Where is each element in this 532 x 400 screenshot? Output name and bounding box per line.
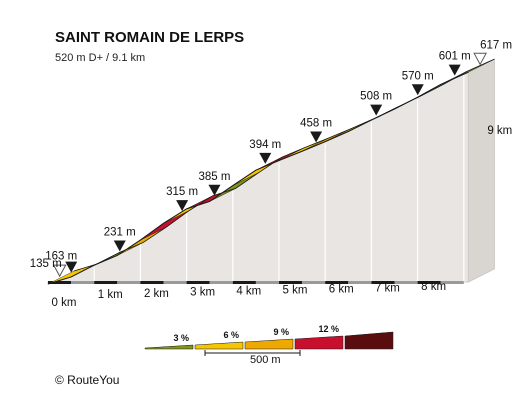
distance-tick-segment — [232, 281, 256, 284]
distance-tick-segment — [94, 281, 118, 284]
elevation-label: 163 m — [45, 251, 77, 263]
km-tick-label: 2 km — [144, 288, 169, 300]
profile-layer — [47, 58, 495, 285]
legend-swatch — [344, 331, 394, 350]
waypoint-marker — [113, 240, 126, 252]
waypoint-marker — [208, 184, 221, 196]
distance-tick-segment — [117, 281, 141, 284]
elevation-label: 385 m — [198, 171, 230, 183]
elevation-label: 458 m — [300, 117, 332, 129]
distance-tick-segment — [371, 281, 395, 284]
waypoint-marker — [65, 261, 78, 273]
distance-tick-segment — [394, 281, 418, 284]
distance-tick-segment — [163, 281, 187, 284]
distance-tick-segment — [71, 281, 95, 284]
km-tick-label: 1 km — [98, 289, 123, 301]
km-tick-label: 4 km — [236, 286, 261, 298]
distance-tick-segment — [48, 281, 72, 284]
scale-label: 500 m — [250, 354, 281, 366]
distance-tick-segment — [140, 281, 164, 284]
km-tick-label: 5 km — [283, 285, 308, 297]
copyright-text: © RouteYou — [55, 373, 119, 387]
distance-tick-segment — [348, 281, 372, 284]
profile-end-cap — [467, 58, 495, 283]
elevation-label: 601 m — [439, 51, 471, 63]
gradient-legend: 3 % 6 % 9 % 12 % — [144, 324, 394, 356]
distance-tick-segment — [302, 281, 326, 284]
ribbon-front-edge — [47, 71, 469, 285]
km-tick-label: 6 km — [329, 283, 354, 295]
waypoint-marker — [411, 84, 424, 96]
km-tick-label: 3 km — [190, 287, 215, 299]
waypoint-marker — [310, 131, 323, 143]
km-tick-label: 0 km — [52, 297, 77, 309]
km-axis: 0 km 1 km 2 km 3 km 4 km 5 km 6 km 7 km 8 km 9 km — [52, 125, 513, 309]
distance-tick-segment — [325, 281, 349, 284]
legend-swatch — [294, 335, 344, 350]
elevation-label: 315 m — [166, 186, 198, 198]
elevation-label: 231 m — [104, 226, 136, 238]
waypoint-marker-open — [473, 52, 487, 66]
legend-label: 6 % — [223, 330, 239, 340]
ribbon-back-edge — [73, 58, 495, 272]
distance-tick-segment — [440, 281, 464, 284]
legend-swatch — [244, 338, 294, 350]
distance-tick-segment — [255, 281, 279, 284]
distance-tick-segment — [209, 281, 233, 284]
elevation-label: 617 m — [480, 39, 512, 51]
waypoint-marker — [370, 104, 383, 116]
legend-swatch — [144, 344, 194, 350]
legend-label: 9 % — [273, 327, 289, 337]
elevation-label: 135 m — [30, 258, 62, 270]
chart-title: SAINT ROMAIN DE LERPS — [55, 29, 244, 46]
km-tick-label: 8 km — [421, 281, 446, 293]
chart-subtitle: 520 m D+ / 9.1 km — [55, 52, 145, 64]
km-tick-label: 7 km — [375, 282, 400, 294]
elevation-label: 570 m — [402, 70, 434, 82]
waypoint-marker — [259, 152, 272, 164]
elevation-label: 508 m — [360, 91, 392, 103]
distance-tick-segment — [279, 281, 303, 284]
legend-swatch — [194, 341, 244, 350]
km-tick-label: 9 km — [487, 125, 512, 137]
distance-tick-segment — [186, 281, 210, 284]
elevation-label: 394 m — [249, 139, 281, 151]
waypoint-marker-open — [52, 264, 67, 278]
distance-tick-segment — [417, 281, 441, 284]
waypoint-marker — [176, 200, 189, 212]
legend-label: 3 % — [173, 333, 189, 343]
legend-label: 12 % — [318, 324, 339, 334]
waypoint-marker — [448, 64, 461, 76]
